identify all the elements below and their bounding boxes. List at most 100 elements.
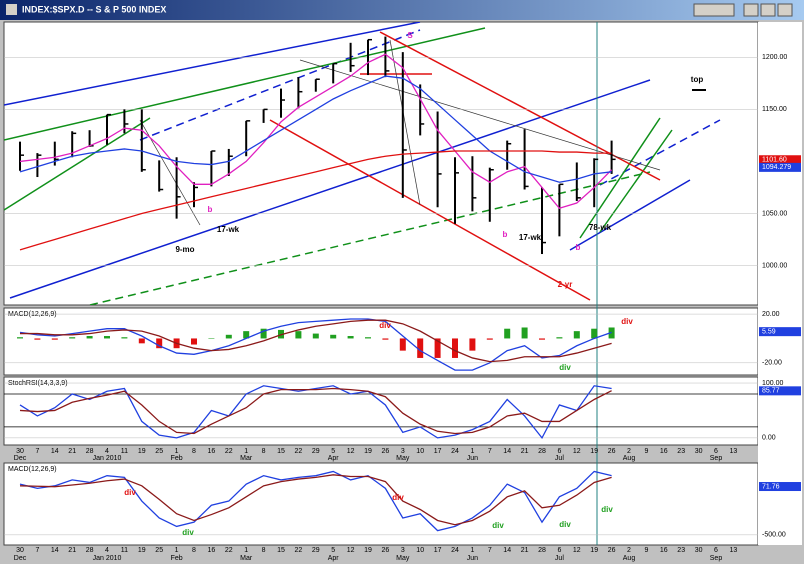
x-tick-label: 2	[627, 547, 631, 554]
x-tick-label: 25	[155, 448, 163, 455]
macd-panel	[3, 307, 759, 376]
y-tick-label: 20.00	[762, 311, 780, 318]
x-tick-label: 19	[138, 448, 146, 455]
histogram-bar	[86, 336, 93, 339]
trend-line	[89, 171, 651, 305]
trend-line	[389, 39, 421, 206]
last-value-box	[759, 327, 801, 337]
annotation: div	[601, 505, 613, 514]
y-tick-label: 1050.00	[762, 210, 787, 217]
x-month-label: Sep	[710, 555, 723, 562]
x-tick-label: 4	[105, 547, 109, 554]
x-month-label: Mar	[240, 555, 253, 562]
x-tick-label: 7	[488, 448, 492, 455]
trend-line	[299, 59, 661, 171]
title-bar	[0, 0, 804, 20]
histogram-bar	[191, 338, 197, 345]
x-tick-label: 1	[175, 448, 179, 455]
trend-line	[4, 22, 421, 106]
x-tick-label: 21	[521, 448, 529, 455]
x-tick-label: 28	[86, 448, 94, 455]
x-month-label: Dec	[14, 455, 27, 462]
last-value-label: 1101.60	[762, 157, 787, 164]
panel-title: MACD(12,26,9)	[8, 311, 57, 318]
x-tick-label: 21	[68, 448, 76, 455]
x-tick-label: 10	[416, 448, 424, 455]
x-tick-label: 12	[573, 547, 581, 554]
x-tick-label: 6	[557, 448, 561, 455]
x-tick-label: 9	[644, 547, 648, 554]
series-line	[19, 53, 613, 209]
histogram-bar	[17, 337, 23, 339]
x-tick-label: 28	[538, 547, 546, 554]
x-tick-label: 30	[695, 547, 703, 554]
x-tick-label: 13	[730, 547, 738, 554]
x-tick-label: 8	[192, 448, 196, 455]
histogram-bar	[365, 337, 371, 339]
window-icon	[6, 4, 17, 15]
x-tick-label: 10	[416, 547, 424, 554]
x-tick-label: 19	[364, 547, 372, 554]
histogram-bar	[539, 338, 545, 340]
y-tick-label: 1000.00	[762, 262, 787, 269]
last-value-label: 71.76	[762, 483, 780, 490]
x-tick-label: 1	[244, 547, 248, 554]
annotation: div	[492, 521, 504, 530]
x-tick-label: 26	[382, 448, 390, 455]
y-tick-label: 1150.00	[762, 106, 787, 113]
x-tick-label: 15	[277, 547, 285, 554]
histogram-bar	[51, 338, 58, 340]
x-tick-label: 12	[347, 448, 355, 455]
x-month-label: Apr	[328, 455, 340, 462]
annotation: 2-yr	[558, 280, 573, 289]
x-tick-label: 8	[192, 547, 196, 554]
last-value-box	[759, 386, 801, 396]
trend-line	[599, 119, 721, 186]
x-tick-label: 2	[627, 448, 631, 455]
x-month-label: Feb	[171, 455, 183, 462]
y-tick-label: -500.00	[762, 532, 786, 539]
last-value-label: 1094.279	[762, 164, 791, 171]
x-month-label: Aug	[623, 555, 636, 562]
x-month-label: Jul	[555, 455, 564, 462]
x-tick-label: 14	[51, 448, 59, 455]
x-tick-label: 19	[364, 448, 372, 455]
x-tick-label: 3	[401, 448, 405, 455]
annotation: div	[392, 493, 404, 502]
histogram-bar	[225, 334, 232, 339]
x-tick-label: 24	[451, 448, 459, 455]
x-tick-label: 28	[538, 448, 546, 455]
x-tick-label: 14	[503, 448, 511, 455]
maximize-button[interactable]	[760, 3, 776, 17]
histogram-bar	[504, 328, 511, 339]
x-tick-label: 12	[347, 547, 355, 554]
x-month-label: Jun	[467, 555, 478, 562]
annotation: b	[576, 243, 581, 252]
x-tick-label: 23	[677, 448, 685, 455]
close-button[interactable]	[777, 3, 793, 17]
sync-button[interactable]	[693, 3, 735, 17]
x-tick-label: 21	[68, 547, 76, 554]
series-line	[19, 387, 612, 435]
histogram-bar	[34, 338, 41, 340]
x-tick-label: 19	[590, 547, 598, 554]
histogram-bar	[243, 331, 250, 339]
window-title: INDEX:$SPX.D -- S & P 500 INDEX	[22, 4, 166, 14]
trend-line	[139, 29, 421, 141]
annotation: div	[621, 317, 633, 326]
minimize-button[interactable]	[743, 3, 759, 17]
x-month-label: Jun	[467, 455, 478, 462]
last-value-label: 85.77	[762, 388, 780, 395]
stochrsi-panel	[3, 376, 759, 446]
annotation: top	[691, 75, 704, 84]
histogram-bar	[260, 328, 267, 339]
x-tick-label: 19	[590, 448, 598, 455]
x-tick-label: 22	[225, 547, 233, 554]
x-tick-label: 8	[262, 448, 266, 455]
histogram-bar	[208, 338, 215, 339]
histogram-bar	[434, 338, 441, 358]
x-tick-label: 1	[470, 448, 474, 455]
annotation: b	[208, 205, 213, 214]
x-tick-label: 29	[312, 547, 320, 554]
